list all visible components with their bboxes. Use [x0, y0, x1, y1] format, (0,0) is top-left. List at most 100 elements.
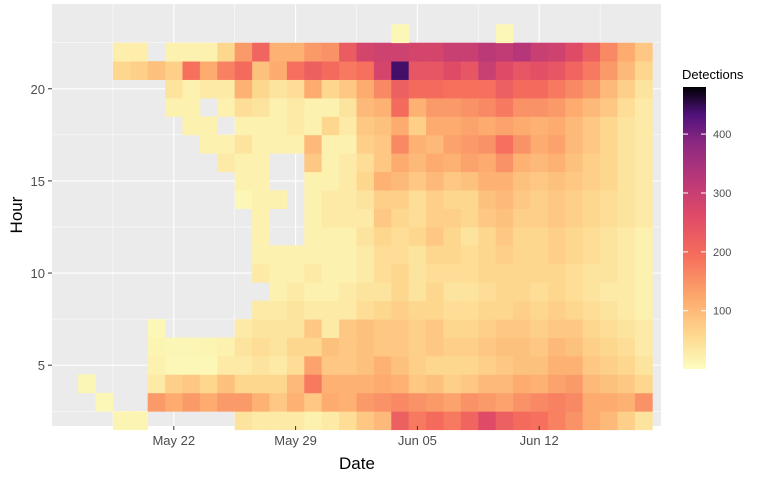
heatmap-cell [373, 392, 392, 412]
heatmap-cell [408, 263, 427, 283]
heatmap-cell [634, 208, 653, 228]
heatmap-cell [321, 190, 340, 209]
heatmap-cell [426, 153, 444, 173]
heatmap-cell [391, 42, 410, 62]
heatmap-cell [634, 319, 653, 338]
heatmap-cell [565, 153, 584, 173]
heatmap-cell [304, 116, 323, 136]
heatmap-cell [234, 190, 253, 209]
heatmap-cell [443, 61, 462, 80]
heatmap-cell [269, 42, 288, 62]
heatmap-cell [600, 116, 618, 136]
heatmap-cell [530, 79, 549, 99]
heatmap-cell [304, 245, 323, 265]
heatmap-cell [199, 374, 218, 394]
heatmap-cell [408, 319, 427, 338]
heatmap-cell [199, 392, 218, 412]
heatmap-cell [199, 42, 218, 62]
heatmap-cell [582, 97, 601, 117]
heatmap-cell [443, 411, 462, 431]
heatmap-cell [617, 190, 636, 209]
heatmap-cell [373, 79, 392, 99]
heatmap-cell [426, 97, 444, 117]
heatmap-cell [391, 97, 410, 117]
heatmap-cell [391, 263, 410, 283]
heatmap-cell [269, 319, 288, 338]
heatmap-cell [373, 134, 392, 154]
heatmap-cell [565, 79, 584, 99]
heatmap-cell [321, 42, 340, 62]
heatmap-cell [269, 134, 288, 154]
heatmap-cell [286, 411, 305, 431]
heatmap-cell [234, 355, 253, 375]
heatmap-cell [391, 226, 410, 246]
legend-title: Detections [682, 67, 744, 82]
heatmap-cell [321, 171, 340, 191]
heatmap-cell [356, 190, 375, 209]
heatmap-cell [582, 79, 601, 99]
heatmap-cell [147, 355, 166, 375]
heatmap-cell [217, 61, 236, 80]
heatmap-cell [356, 263, 375, 283]
heatmap-cell [617, 374, 636, 394]
heatmap-cell [408, 134, 427, 154]
heatmap-cell [443, 282, 462, 302]
heatmap-cell [460, 282, 479, 302]
heatmap-cell [373, 153, 392, 173]
heatmap-cell [495, 116, 514, 136]
heatmap-cell [269, 245, 288, 265]
heatmap-cell [443, 245, 462, 265]
heatmap-cell [634, 153, 653, 173]
heatmap-cell [426, 79, 444, 99]
heatmap-cell [443, 208, 462, 228]
heatmap-cell [495, 245, 514, 265]
heatmap-cell [547, 42, 566, 62]
heatmap-cell [304, 171, 323, 191]
heatmap-cell [582, 190, 601, 209]
heatmap-cell [321, 392, 340, 412]
heatmap-cell [634, 79, 653, 99]
heatmap-cell [234, 411, 253, 431]
heatmap-cell [304, 374, 323, 394]
heatmap-cell [530, 355, 549, 375]
heatmap-cell [495, 97, 514, 117]
heatmap-cell [269, 300, 288, 320]
heatmap-cell [130, 42, 149, 62]
heatmap-cell [617, 319, 636, 338]
heatmap-cell [617, 171, 636, 191]
x-tick-label: May 29 [274, 433, 317, 448]
heatmap-cell [565, 134, 584, 154]
heatmap-cell [356, 208, 375, 228]
heatmap-cell [269, 263, 288, 283]
heatmap-cell [582, 116, 601, 136]
heatmap-cell [426, 374, 444, 394]
heatmap-cell [321, 263, 340, 283]
heatmap-cell [565, 300, 584, 320]
heatmap-cell [495, 190, 514, 209]
heatmap-cell [513, 208, 531, 228]
heatmap-cell [547, 374, 566, 394]
heatmap-cell [147, 374, 166, 394]
heatmap-cell [199, 79, 218, 99]
heatmap-cell [565, 116, 584, 136]
heatmap-cell [460, 226, 479, 246]
legend-ticks: 100 200 300 400 [683, 129, 731, 318]
heatmap-cell [565, 355, 584, 375]
heatmap-cell [617, 116, 636, 136]
heatmap-cell [513, 61, 531, 80]
heatmap-cell [147, 61, 166, 80]
heatmap-cell [373, 171, 392, 191]
heatmap-cell [356, 392, 375, 412]
heatmap-cell [373, 282, 392, 302]
heatmap-cell [582, 61, 601, 80]
heatmap-cell [547, 134, 566, 154]
heatmap-cell [408, 282, 427, 302]
heatmap-cell [321, 97, 340, 117]
heatmap-cell [373, 208, 392, 228]
heatmap-cell [234, 392, 253, 412]
heatmap-cell [513, 116, 531, 136]
heatmap-cell [426, 337, 444, 357]
heatmap-cell [478, 153, 497, 173]
heatmap-cell [373, 97, 392, 117]
heatmap-cell [513, 411, 531, 431]
